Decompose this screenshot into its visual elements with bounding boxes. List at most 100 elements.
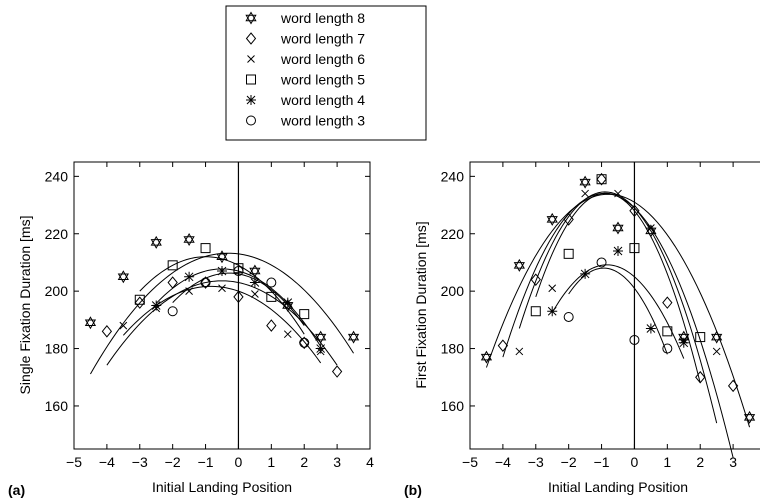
data-point — [712, 347, 721, 356]
panel-label-a: (a) — [8, 482, 25, 498]
x-tick-label: −3 — [528, 454, 544, 470]
x-tick-label: 1 — [663, 454, 671, 470]
data-point — [613, 245, 623, 256]
data-point — [283, 330, 292, 339]
legend-label: word length 8 — [280, 10, 365, 26]
data-point — [217, 266, 227, 277]
legend-item: word length 5 — [246, 72, 365, 88]
x-tick-label: −5 — [66, 454, 82, 470]
hexagram-marker-icon — [245, 11, 257, 25]
data-point — [497, 339, 509, 352]
data-point — [530, 306, 541, 317]
data-point — [150, 235, 162, 249]
x-tick-label: −4 — [99, 454, 115, 470]
data-point — [530, 273, 541, 286]
data-point — [347, 330, 360, 344]
fit-curve — [155, 268, 322, 347]
data-point — [596, 172, 607, 186]
data-point — [101, 325, 113, 338]
data-point — [184, 271, 195, 282]
data-point — [167, 276, 178, 289]
data-point — [185, 287, 193, 296]
x-tick-label: −1 — [198, 454, 214, 470]
data-point — [563, 248, 574, 259]
panel-a: −5 −4 −3 −2 −1 0 1 2 3 4 160 180 200 220 240 Single Fi… — [8, 161, 374, 498]
data-point — [662, 296, 673, 309]
x-marker-icon — [247, 55, 255, 63]
legend-item: word length 4 — [246, 92, 365, 108]
y-tick-label: 160 — [45, 398, 69, 414]
data-point — [563, 213, 574, 226]
data-point — [580, 268, 591, 279]
data-point — [200, 276, 211, 289]
fit-curve — [551, 264, 685, 359]
legend-label: word length 5 — [280, 72, 365, 88]
data-point — [515, 347, 524, 356]
legend-item: word length 8 — [245, 10, 365, 26]
data-point — [612, 221, 624, 235]
x-axis-label-a: Initial Landing Position — [152, 479, 292, 495]
x-tick-label: −4 — [495, 454, 511, 470]
fit-curve — [518, 191, 718, 424]
fit-curve — [172, 272, 305, 326]
data-point — [579, 175, 591, 189]
diamond-marker-icon — [245, 32, 257, 45]
data-point — [614, 189, 622, 198]
x-axis-label-b: Initial Landing Position — [548, 479, 688, 495]
x-tick-label: 3 — [333, 454, 341, 470]
data-point — [629, 243, 640, 254]
y-tick-label: 240 — [441, 168, 465, 184]
y-tick-label: 220 — [45, 226, 69, 242]
data-point — [596, 257, 607, 268]
data-point — [629, 204, 640, 218]
data-point — [662, 326, 673, 337]
fit-curve — [139, 256, 305, 335]
data-point — [117, 270, 129, 284]
legend-label: word length 7 — [280, 31, 365, 47]
data-point — [167, 260, 178, 271]
data-point — [480, 350, 493, 364]
data-point — [266, 291, 277, 302]
data-point — [547, 306, 558, 317]
circle-marker-icon — [246, 115, 256, 126]
asterisk-marker-icon — [246, 95, 256, 105]
data-point — [315, 330, 327, 344]
x-tick-label: 3 — [729, 454, 737, 470]
x-tick-label: 0 — [631, 454, 639, 470]
legend-label: word length 4 — [280, 92, 365, 108]
x-tick-label: −2 — [561, 454, 577, 470]
y-tick-label: 200 — [45, 283, 69, 299]
data-point — [183, 232, 195, 246]
x-tick-label: 1 — [267, 454, 275, 470]
data-point — [315, 343, 326, 354]
legend: word length 8 word length 7 word length 6 w… — [225, 5, 427, 141]
x-tick-label: 2 — [300, 454, 308, 470]
x-tick-label: −5 — [462, 454, 478, 470]
data-point — [331, 365, 343, 378]
legend-label: word length 6 — [280, 51, 365, 67]
legend-label: word length 3 — [280, 113, 365, 129]
fit-curve — [90, 252, 354, 375]
square-marker-icon — [246, 74, 256, 85]
y-tick-label: 200 — [441, 283, 465, 299]
data-point — [249, 264, 261, 278]
y-tick-label: 220 — [441, 226, 465, 242]
y-tick-label: 180 — [45, 341, 69, 357]
data-point — [548, 284, 557, 293]
data-point — [134, 296, 145, 309]
data-point — [743, 410, 756, 424]
data-point — [563, 311, 574, 322]
data-point — [299, 309, 310, 320]
data-point — [662, 343, 673, 354]
data-point — [581, 189, 589, 198]
x-tick-label: 4 — [366, 454, 374, 470]
data-point — [151, 300, 162, 311]
legend-item: word length 7 — [245, 31, 365, 47]
legend-item: word length 3 — [246, 113, 365, 129]
data-point — [233, 290, 244, 304]
data-point — [695, 332, 706, 343]
data-point — [200, 243, 211, 254]
data-point — [513, 258, 525, 272]
